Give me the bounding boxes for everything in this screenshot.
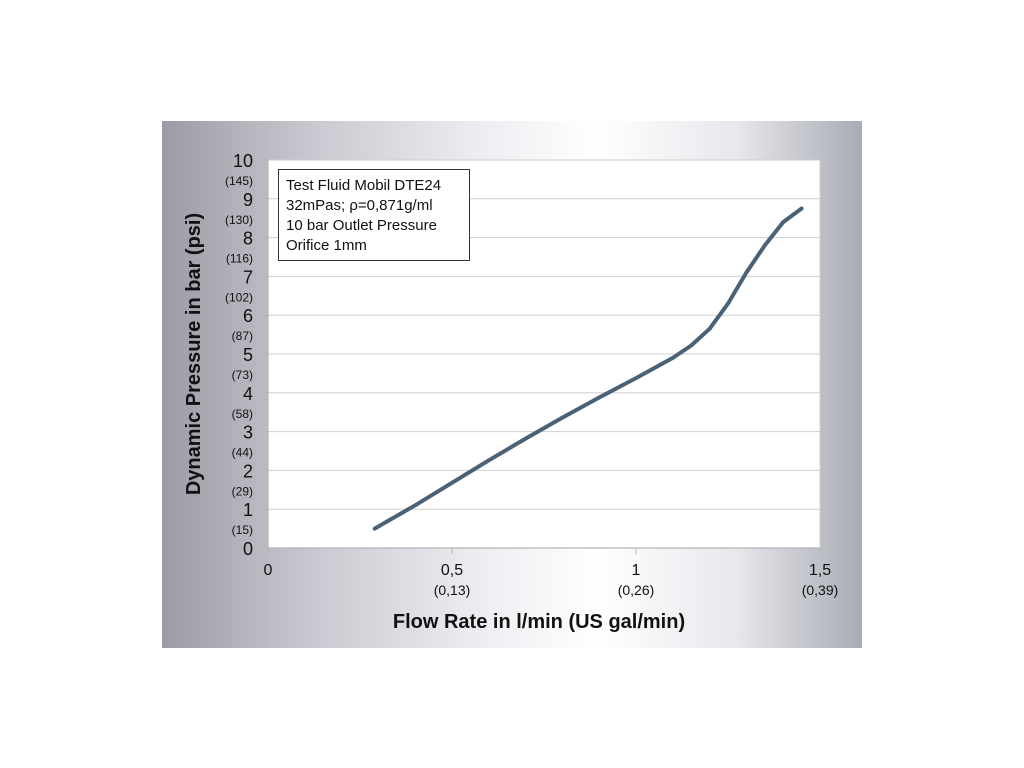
y-tick-label-6: 6 (243, 306, 253, 326)
y-tick-sublabel-2: (29) (232, 484, 253, 498)
y-tick-sublabel-8: (116) (226, 252, 253, 266)
annotation-line-viscosity: 32mPas; ρ=0,871g/ml (286, 197, 433, 214)
y-axis-ticks: 0 1 (15) 2 (29) 3 (44) 4 (58) 5 (73) 6 (87) 7 (102) 8 (1… (225, 151, 268, 559)
y-tick-sublabel-9: (130) (225, 213, 253, 227)
y-tick-label-8: 8 (243, 229, 253, 249)
y-tick-label-2: 2 (243, 461, 253, 481)
y-tick-sublabel-1: (15) (232, 523, 253, 537)
x-tick-label-0: 0 (264, 562, 273, 579)
x-tick-sublabel-3: (0,39) (802, 582, 839, 598)
annotation-line-fluid: Test Fluid Mobil DTE24 (286, 177, 442, 194)
y-tick-sublabel-6: (87) (232, 329, 253, 343)
y-tick-label-3: 3 (243, 423, 253, 443)
x-axis-title: Flow Rate in l/min (US gal/min) (393, 611, 685, 633)
y-tick-sublabel-5: (73) (232, 368, 253, 382)
y-tick-label-0: 0 (243, 539, 253, 559)
x-axis-ticks: 0 0,5 (0,13) 1 (0,26) 1,5 (0,39) (264, 548, 839, 598)
x-tick-sublabel-1: (0,13) (434, 582, 471, 598)
y-tick-sublabel-7: (102) (225, 290, 253, 304)
y-tick-label-1: 1 (243, 500, 253, 520)
annotation-box: Test Fluid Mobil DTE24 32mPas; ρ=0,871g/… (278, 169, 470, 261)
y-axis-title: Dynamic Pressure in bar (psi) (183, 213, 205, 495)
annotation-line-orifice: Orifice 1mm (286, 237, 367, 254)
x-tick-label-2: 1 (632, 562, 641, 579)
y-tick-sublabel-3: (44) (232, 446, 253, 460)
y-tick-label-5: 5 (243, 345, 253, 365)
y-tick-label-10: 10 (233, 151, 253, 171)
x-tick-label-3: 1,5 (809, 562, 831, 579)
y-tick-label-7: 7 (243, 267, 253, 287)
x-tick-sublabel-2: (0,26) (618, 582, 655, 598)
y-tick-label-9: 9 (243, 190, 253, 210)
series-group (372, 206, 804, 531)
x-tick-label-1: 0,5 (441, 562, 463, 579)
y-tick-sublabel-4: (58) (232, 407, 253, 421)
annotation-line-pressure: 10 bar Outlet Pressure (286, 217, 437, 234)
y-tick-sublabel-10: (145) (225, 174, 253, 188)
y-tick-label-4: 4 (243, 384, 253, 404)
series-line-0 (372, 206, 804, 531)
